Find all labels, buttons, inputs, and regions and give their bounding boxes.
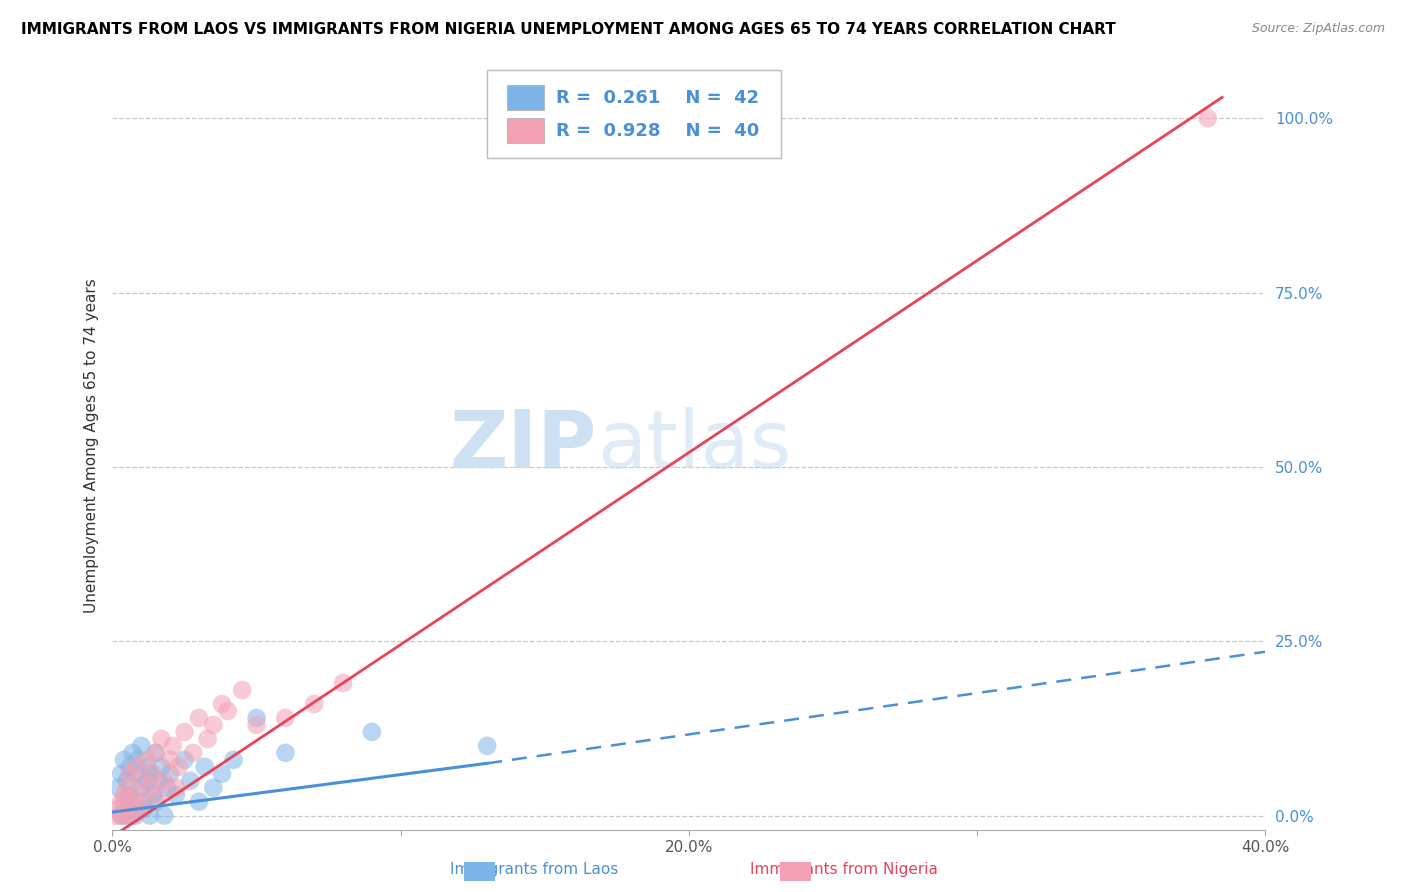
Point [110,795,132,809]
Point [194,760,217,774]
Point [142,766,165,780]
Point [129,780,153,795]
Point [136,760,159,774]
Point [197,731,219,746]
Point [246,711,269,725]
Text: Immigrants from Laos: Immigrants from Laos [450,863,619,877]
Text: Source: ZipAtlas.com: Source: ZipAtlas.com [1251,22,1385,36]
Point [475,739,499,753]
Point [360,725,382,739]
Text: IMMIGRANTS FROM LAOS VS IMMIGRANTS FROM NIGERIA UNEMPLOYMENT AMONG AGES 65 TO 74: IMMIGRANTS FROM LAOS VS IMMIGRANTS FROM … [21,22,1116,37]
Point [153,773,176,788]
Point [179,773,201,788]
Bar [506,118,544,143]
Point [115,780,138,795]
Point [121,802,143,816]
Point [159,766,181,780]
Point [115,773,138,788]
Y-axis label: Unemployment Among Ages 65 to 74 years: Unemployment Among Ages 65 to 74 years [83,278,98,614]
Point [121,746,143,760]
Point [115,808,138,822]
FancyBboxPatch shape [488,70,782,158]
Point [217,704,239,718]
Point [145,746,167,760]
Point [134,795,156,809]
Point [139,808,162,822]
Point [121,808,143,822]
Point [188,711,211,725]
Bar [506,85,544,110]
Point [136,773,159,788]
Point [202,780,225,795]
Point [115,802,138,816]
Point [173,753,195,767]
Point [124,760,146,774]
Point [165,780,187,795]
Point [107,802,129,816]
Point [150,760,173,774]
Point [181,746,204,760]
Point [145,746,167,760]
Point [332,676,354,690]
Text: atlas: atlas [596,407,792,485]
Point [139,780,162,795]
Point [118,788,141,802]
Point [148,788,170,802]
Point [167,760,190,774]
Point [274,746,297,760]
Point [127,753,149,767]
Text: Immigrants from Nigeria: Immigrants from Nigeria [749,863,938,877]
Point [1197,112,1219,126]
Point [246,718,269,732]
Point [211,766,233,780]
Point [112,795,135,809]
Point [112,753,135,767]
Point [104,808,127,822]
Point [202,718,225,732]
Point [150,731,173,746]
Point [134,802,156,816]
Point [107,780,129,795]
Point [118,766,141,780]
Point [274,711,297,725]
Text: ZIP: ZIP [450,407,596,485]
Point [129,773,153,788]
Text: R =  0.928    N =  40: R = 0.928 N = 40 [557,121,759,140]
Point [136,753,159,767]
Point [110,808,132,822]
Point [153,808,176,822]
Point [142,788,165,802]
Point [165,788,187,802]
Point [159,753,181,767]
Point [148,773,170,788]
Point [124,788,146,802]
Point [127,795,149,809]
Point [304,697,326,711]
Point [162,739,184,753]
Point [231,683,253,698]
Point [110,766,132,780]
Point [145,795,167,809]
Text: R =  0.261    N =  42: R = 0.261 N = 42 [557,88,759,107]
Point [188,795,211,809]
Point [124,808,146,822]
Point [222,753,245,767]
Point [110,808,132,822]
Point [112,788,135,802]
Point [129,739,153,753]
Point [124,766,146,780]
Point [139,766,162,780]
Point [173,725,195,739]
Point [118,795,141,809]
Point [118,760,141,774]
Point [127,802,149,816]
Point [156,780,179,795]
Point [112,808,135,822]
Point [211,697,233,711]
